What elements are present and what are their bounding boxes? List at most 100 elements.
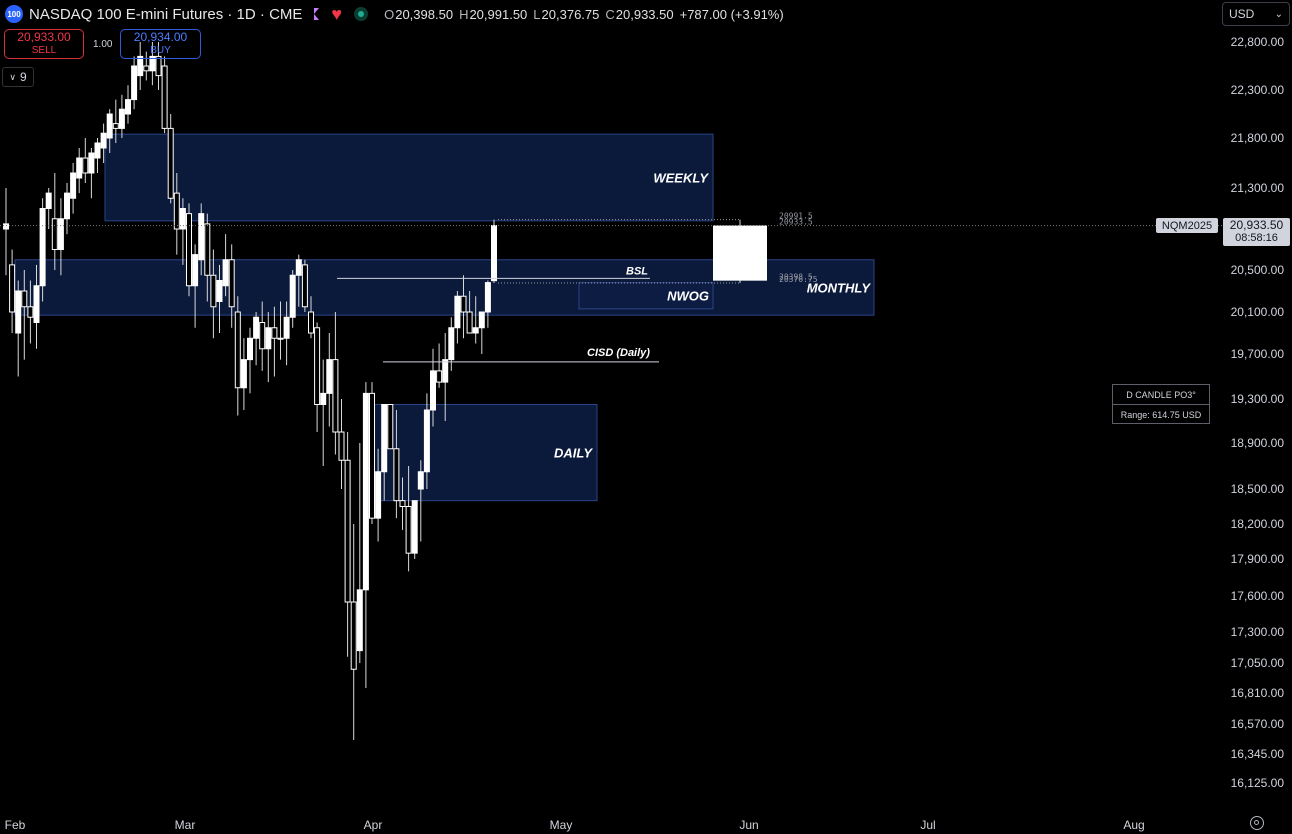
- candle-body: [283, 316, 290, 339]
- candle-body: [131, 65, 138, 101]
- settings-gear-icon[interactable]: [1250, 816, 1264, 830]
- currency-select[interactable]: USD ⌄: [1222, 2, 1290, 26]
- po3-range: Range: 614.75 USD: [1113, 404, 1209, 424]
- price-tick-label: 18,500.00: [1231, 482, 1285, 496]
- candle-body: [106, 113, 113, 139]
- candle-body: [356, 589, 363, 652]
- candle-body: [411, 500, 418, 554]
- candle-body: [430, 370, 436, 411]
- candle-body: [277, 337, 284, 340]
- candle-body: [314, 327, 321, 405]
- candle-body: [45, 192, 52, 209]
- candle-body: [88, 152, 95, 174]
- candle-body: [161, 65, 168, 129]
- candle-body: [21, 290, 28, 308]
- candle-body: [94, 142, 101, 159]
- time-tick-label: Mar: [175, 818, 196, 832]
- candle-body: [15, 290, 22, 334]
- zones-layer: WEEKLY MONTHLY NWOG DAILY: [14, 133, 875, 502]
- candle-body: [442, 359, 449, 383]
- level-label: 20398.5: [779, 273, 813, 282]
- price-tick-label: 20,500.00: [1231, 263, 1285, 277]
- indicators-toggle-button[interactable]: ∨ 9: [2, 67, 34, 87]
- time-tick-label: Jun: [739, 818, 758, 832]
- candle-body: [295, 259, 302, 276]
- candle-body: [234, 311, 241, 389]
- ohlc-open: O20,398.50: [384, 6, 454, 22]
- price-tick-label: 17,900.00: [1231, 552, 1285, 566]
- candle-body: [228, 259, 235, 308]
- candle-body: [417, 471, 424, 490]
- time-tick-label: Apr: [364, 818, 383, 832]
- price-tick-label: 19,300.00: [1231, 392, 1285, 406]
- time-tick-label: Jul: [920, 818, 935, 832]
- candle-body: [308, 311, 314, 334]
- candle-body: [259, 322, 266, 350]
- heart-icon[interactable]: ♥: [331, 4, 343, 24]
- candle-body: [289, 274, 296, 318]
- level-label: 20991.5: [779, 212, 813, 221]
- candle-body: [210, 274, 217, 308]
- nasdaq-logo-icon: 100: [5, 5, 23, 23]
- candle-body: [387, 404, 394, 450]
- price-tick-label: 18,200.00: [1231, 517, 1285, 531]
- time-axis[interactable]: Feb Mar Apr May Jun Jul Aug: [5, 818, 1145, 832]
- candle-body: [381, 404, 388, 473]
- spread-value: 1.00: [93, 39, 113, 50]
- candle-body: [39, 208, 46, 287]
- market-status-icon[interactable]: [354, 7, 369, 21]
- candle-body: [76, 157, 83, 179]
- sell-label: SELL: [31, 45, 57, 56]
- buy-button[interactable]: 20,934.00 BUY: [120, 29, 201, 59]
- candle-body: [265, 327, 272, 350]
- candle-body: [192, 254, 199, 287]
- price-axis[interactable]: 22,800.00 22,300.00 21,800.00 21,300.00 20,5…: [1231, 35, 1285, 790]
- candle-body: [112, 123, 119, 129]
- time-tick-label: Feb: [5, 818, 26, 832]
- candle-body: [3, 223, 9, 230]
- symbol-title[interactable]: NASDAQ 100 E-mini Futures · 1D · CME: [29, 5, 303, 23]
- candle-body: [118, 108, 125, 129]
- candle-body: [155, 55, 162, 77]
- candle-body: [247, 337, 253, 361]
- chevron-down-icon: ⌄: [1274, 8, 1283, 20]
- candle-body: [338, 431, 345, 461]
- symbol-price-label: NQM2025: [1156, 218, 1218, 233]
- price-tick-label: 16,570.00: [1231, 717, 1285, 731]
- candle-body: [478, 311, 485, 329]
- candle-body: [350, 601, 357, 670]
- zone-label-daily: DAILY: [554, 446, 593, 461]
- sell-button[interactable]: 20,933.00 SELL: [4, 29, 84, 59]
- price-tick-label: 21,800.00: [1231, 131, 1285, 145]
- candle-body: [33, 285, 40, 323]
- indicators-count: 9: [19, 70, 27, 84]
- zone-daily: [372, 404, 598, 502]
- candle-body: [27, 306, 34, 318]
- price-tick-label: 21,300.00: [1231, 181, 1285, 195]
- price-tick-label: 17,300.00: [1231, 625, 1285, 639]
- candle-body: [423, 409, 430, 473]
- candle-body: [332, 359, 339, 433]
- zone-label-weekly: WEEKLY: [653, 170, 709, 185]
- current-price-tag: 20,933.50 08:58:16: [1223, 218, 1290, 246]
- ohlc-low: L20,376.75: [533, 6, 600, 22]
- candle-body: [179, 208, 186, 230]
- price-tick-label: 18,900.00: [1231, 436, 1285, 450]
- price-tick-label: 20,100.00: [1231, 305, 1285, 319]
- price-tick-label: 16,345.00: [1231, 747, 1285, 761]
- candle-body: [454, 295, 461, 329]
- candle-body: [9, 264, 16, 313]
- cisd-label: CISD (Daily): [587, 347, 650, 359]
- buy-price: 20,934.00: [133, 30, 188, 44]
- candle-body: [167, 127, 174, 199]
- flag-icon[interactable]: [314, 8, 320, 20]
- price-tick-label: 17,600.00: [1231, 589, 1285, 603]
- price-tick-label: 16,810.00: [1231, 686, 1285, 700]
- candle-body: [198, 213, 205, 261]
- chart-header: 100 NASDAQ 100 E-mini Futures · 1D · CME…: [0, 0, 784, 28]
- candle-body: [393, 448, 400, 502]
- candle-body: [57, 218, 64, 250]
- candle-body: [466, 311, 473, 334]
